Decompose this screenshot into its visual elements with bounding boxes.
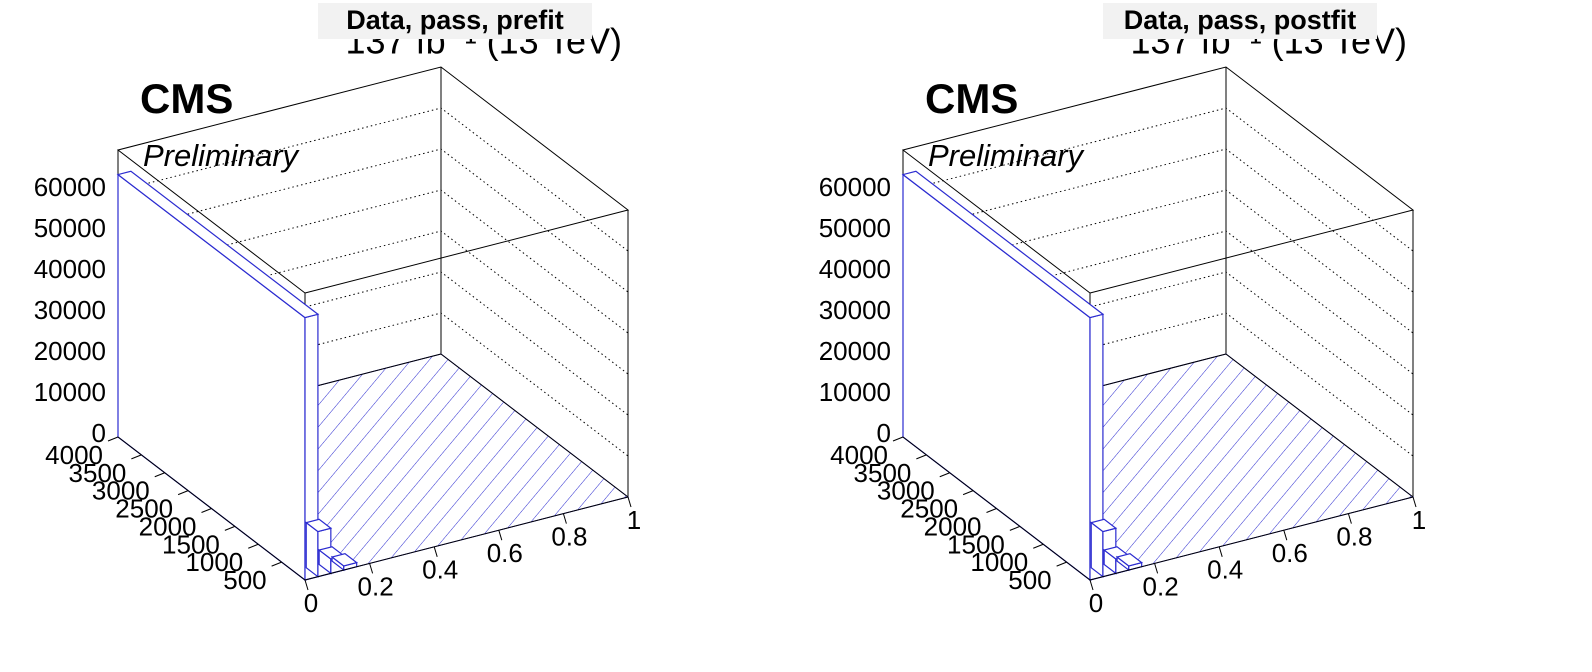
bar-top — [304, 518, 333, 533]
y-tick-label: 3000 — [877, 476, 935, 506]
y-tick-label: 2500 — [115, 494, 173, 524]
sublabel: Preliminary — [143, 138, 301, 173]
y-tick — [1009, 525, 1021, 531]
z-tick-label: 10000 — [34, 377, 106, 407]
y-tick — [1056, 561, 1067, 567]
x-tick — [1089, 579, 1094, 591]
y-tick-label: 3500 — [854, 458, 912, 488]
x-tick-label: 0.6 — [487, 538, 523, 568]
bar-top — [330, 553, 359, 567]
x-tick — [1154, 563, 1159, 574]
y-tick-label: 1500 — [162, 529, 220, 559]
frame-edge — [1225, 353, 1414, 498]
bar-top — [901, 170, 1105, 319]
y-tick — [939, 472, 950, 478]
z-tick-label: 60000 — [34, 172, 106, 202]
y-tick-label: 1500 — [947, 529, 1005, 559]
y-tick-label: 4000 — [45, 440, 103, 470]
z-tick-label: 20000 — [819, 336, 891, 366]
x-tick-label: 1 — [627, 505, 641, 535]
z-tick-label: 50000 — [819, 213, 891, 243]
y-tick — [892, 436, 904, 442]
y-tick — [271, 561, 282, 567]
bar-top — [116, 170, 320, 319]
x-tick-label: 0.4 — [1207, 555, 1243, 585]
y-tick — [131, 454, 142, 460]
frame-edge — [440, 353, 629, 498]
z-tick-label: 60000 — [819, 172, 891, 202]
z-tick-label: 30000 — [34, 295, 106, 325]
z-tick-label: 0 — [92, 418, 106, 448]
y-tick — [248, 543, 259, 549]
y-tick-label: 3000 — [92, 476, 150, 506]
y-tick — [154, 472, 165, 478]
z-tick-label: 0 — [877, 418, 891, 448]
x-axis — [304, 496, 629, 581]
y-tick-label: 500 — [1008, 565, 1051, 595]
x-tick — [369, 563, 374, 574]
y-tick — [201, 508, 212, 513]
panel: 0100002000030000400005000060000500100015… — [819, 3, 1426, 618]
sublabel: Preliminary — [928, 138, 1086, 173]
title-box — [1103, 3, 1377, 39]
cms-label: CMS — [925, 75, 1018, 122]
x-tick — [562, 513, 567, 524]
x-tick — [1347, 513, 1352, 524]
x-tick — [627, 496, 632, 508]
frame-top — [116, 66, 630, 294]
z-tick-label: 40000 — [819, 254, 891, 284]
x-tick-label: 0.2 — [1143, 571, 1179, 601]
x-tick — [1412, 496, 1417, 508]
y-tick-label: 2000 — [139, 511, 197, 541]
y-tick — [916, 454, 927, 460]
x-tick — [1218, 546, 1223, 557]
y-tick-label: 1000 — [970, 547, 1028, 577]
bar-top — [1115, 553, 1144, 567]
y-tick — [177, 490, 189, 496]
x-tick-label: 0.8 — [551, 521, 587, 551]
cms-label: CMS — [140, 75, 233, 122]
x-tick — [433, 546, 438, 557]
y-tick-label: 1000 — [185, 547, 243, 577]
frame-top — [901, 66, 1415, 294]
y-tick-label: 4000 — [830, 440, 888, 470]
chart-title: Data, pass, postfit — [1124, 5, 1357, 35]
z-tick-label: 10000 — [819, 377, 891, 407]
x-tick-label: 0.4 — [422, 555, 458, 585]
x-tick — [304, 579, 309, 591]
x-tick — [498, 530, 503, 541]
bar-top — [1089, 518, 1118, 533]
x-tick-label: 0.8 — [1336, 521, 1372, 551]
z-tick-label: 50000 — [34, 213, 106, 243]
y-tick-label: 2000 — [924, 511, 982, 541]
y-tick — [986, 508, 997, 513]
x-tick-label: 0.6 — [1272, 538, 1308, 568]
y-tick — [224, 525, 236, 531]
x-tick-label: 1 — [1412, 505, 1426, 535]
y-tick — [107, 436, 119, 442]
y-tick-label: 500 — [223, 565, 266, 595]
chart-title: Data, pass, prefit — [346, 5, 564, 35]
y-tick-label: 3500 — [69, 458, 127, 488]
z-tick-label: 30000 — [819, 295, 891, 325]
x-tick-label: 0 — [304, 588, 318, 618]
x-tick-label: 0.2 — [358, 571, 394, 601]
y-tick-label: 2500 — [900, 494, 958, 524]
y-tick — [962, 490, 974, 496]
z-tick-label: 40000 — [34, 254, 106, 284]
z-tick-label: 20000 — [34, 336, 106, 366]
x-tick-label: 0 — [1089, 588, 1103, 618]
x-tick — [1283, 530, 1288, 541]
x-axis — [1089, 496, 1414, 581]
panel: 0100002000030000400005000060000500100015… — [34, 3, 641, 618]
title-box — [318, 3, 592, 39]
y-tick — [1033, 543, 1044, 549]
